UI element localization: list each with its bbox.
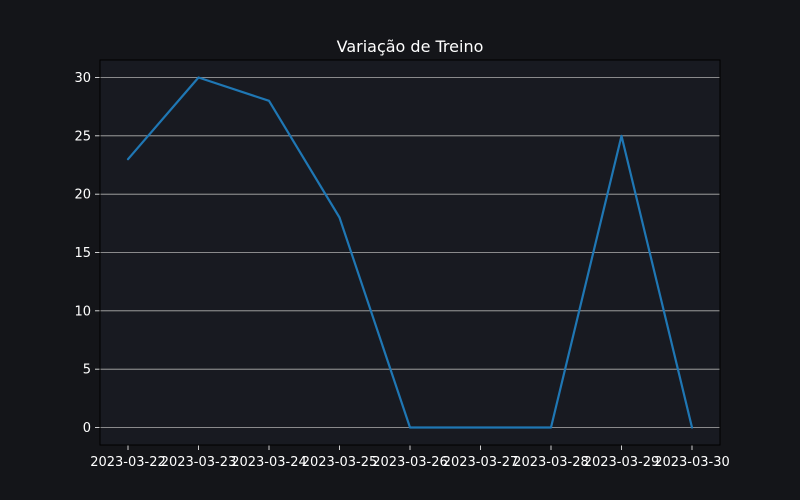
- axis-ticks: 0510152025302023-03-222023-03-232023-03-…: [74, 71, 729, 470]
- x-tick-label: 2023-03-30: [654, 455, 730, 470]
- series-layer: [126, 76, 694, 429]
- plot-frame: [99, 59, 721, 446]
- chart-title: Variação de Treino: [337, 37, 484, 56]
- x-tick-label: 2023-03-25: [302, 455, 378, 470]
- x-tick-label: 2023-03-22: [90, 455, 166, 470]
- x-tick-label: 2023-03-27: [443, 455, 519, 470]
- y-tick-label: 15: [74, 246, 91, 261]
- x-tick-label: 2023-03-26: [372, 455, 448, 470]
- x-tick-label: 2023-03-23: [161, 455, 237, 470]
- y-tick-label: 30: [74, 71, 91, 86]
- x-tick-label: 2023-03-29: [584, 455, 660, 470]
- y-tick-label: 25: [74, 129, 91, 144]
- x-tick-label: 2023-03-28: [513, 455, 589, 470]
- x-tick-label: 2023-03-24: [231, 455, 307, 470]
- grid-lines: [100, 77, 720, 428]
- y-tick-label: 0: [83, 421, 91, 436]
- y-tick-label: 5: [83, 363, 91, 378]
- y-tick-label: 10: [74, 304, 91, 319]
- y-tick-label: 20: [74, 188, 91, 203]
